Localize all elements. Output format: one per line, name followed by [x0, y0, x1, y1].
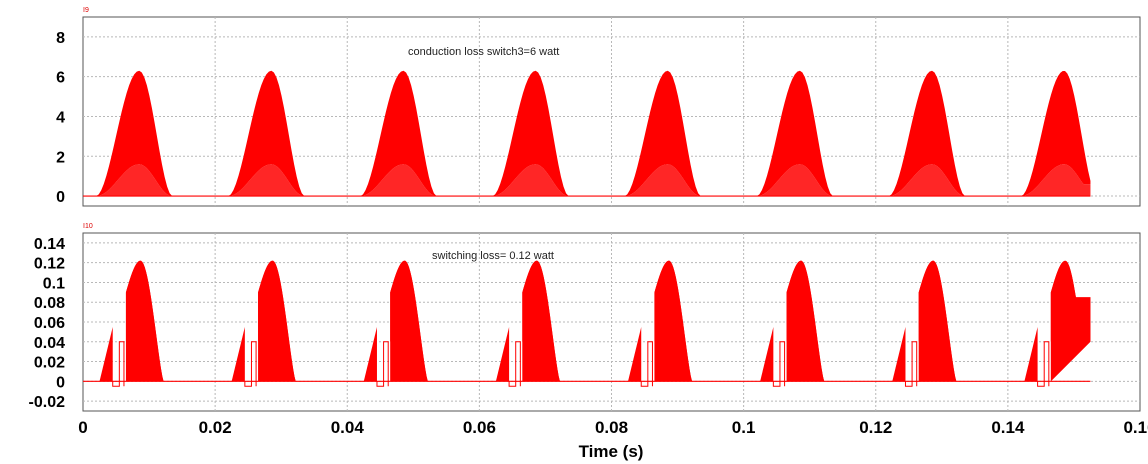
y-tick-label: 0.14 [34, 236, 65, 253]
step-trace [508, 341, 521, 387]
spike-band [628, 326, 642, 382]
step-trace [640, 341, 653, 387]
step-trace [244, 341, 257, 387]
pulse-base [1021, 164, 1091, 197]
pulse-base [360, 164, 437, 197]
series-tag: I9 [83, 7, 89, 14]
x-tick-label: 0.02 [199, 418, 232, 437]
annotation: switching loss= 0.12 watt [432, 250, 554, 262]
x-tick-label: 0.06 [463, 418, 496, 437]
pulse-inner [918, 260, 957, 382]
pulse-base [624, 164, 701, 197]
x-tick-label: 0.08 [595, 418, 628, 437]
pulse-band [360, 70, 437, 197]
step-trace [904, 341, 918, 387]
step-trace [772, 341, 786, 387]
y-tick-label: 0.08 [34, 295, 65, 312]
spike-band [99, 326, 113, 382]
pulse-inner [125, 260, 164, 382]
x-tick-label: 0 [78, 418, 87, 437]
pulse-inner [522, 260, 560, 382]
y-tick-label: 0 [56, 189, 65, 206]
annotation: conduction loss switch3=6 watt [408, 46, 559, 58]
pulse-band [228, 70, 305, 197]
x-tick-label: 0.12 [859, 418, 892, 437]
x-tick-label: 0.04 [331, 418, 365, 437]
x-tick-label: 0.1 [732, 418, 756, 437]
spike-band [363, 326, 377, 382]
y-tick-label: 0 [56, 374, 65, 391]
y-tick-label: 0.1 [43, 275, 65, 292]
pulse-inner [654, 260, 693, 382]
y-tick-label: 2 [56, 149, 65, 166]
y-tick-label: 4 [56, 109, 65, 126]
pulse-band [888, 70, 965, 197]
x-tick-label: 0.14 [991, 418, 1025, 437]
spike-band [892, 326, 906, 382]
pulse-inner [1050, 260, 1091, 342]
x-axis-label: Time (s) [579, 442, 644, 461]
spike-band [231, 326, 245, 382]
pulse-base [228, 164, 305, 197]
y-tick-label: 0.06 [34, 315, 65, 332]
pulse-base [492, 164, 569, 197]
step-trace [1037, 341, 1050, 387]
step-trace [376, 341, 389, 387]
pulse-band [624, 70, 701, 197]
spike-band [495, 326, 510, 382]
y-tick-label: -0.02 [29, 394, 66, 411]
spike-band [760, 326, 774, 382]
spike-band [1024, 326, 1038, 382]
pulse-inner [258, 260, 296, 382]
pulse-base [756, 164, 833, 197]
step-trace [112, 341, 125, 387]
pulse-base [96, 164, 173, 197]
pulse-band [96, 70, 173, 197]
y-tick-label: 6 [56, 70, 65, 87]
y-tick-label: 0.02 [34, 355, 65, 372]
x-tick-label: 0.16 [1123, 418, 1148, 437]
y-tick-label: 0.12 [34, 256, 65, 273]
series-tag: I10 [83, 223, 93, 230]
pulse-inner [786, 260, 825, 382]
pulse-base [888, 164, 965, 197]
y-tick-label: 0.04 [34, 335, 65, 352]
pulse-band [1021, 70, 1091, 197]
pulse-band [492, 70, 569, 197]
pulse-inner [390, 260, 428, 382]
pulse-band [756, 70, 833, 197]
y-tick-label: 8 [56, 30, 65, 47]
